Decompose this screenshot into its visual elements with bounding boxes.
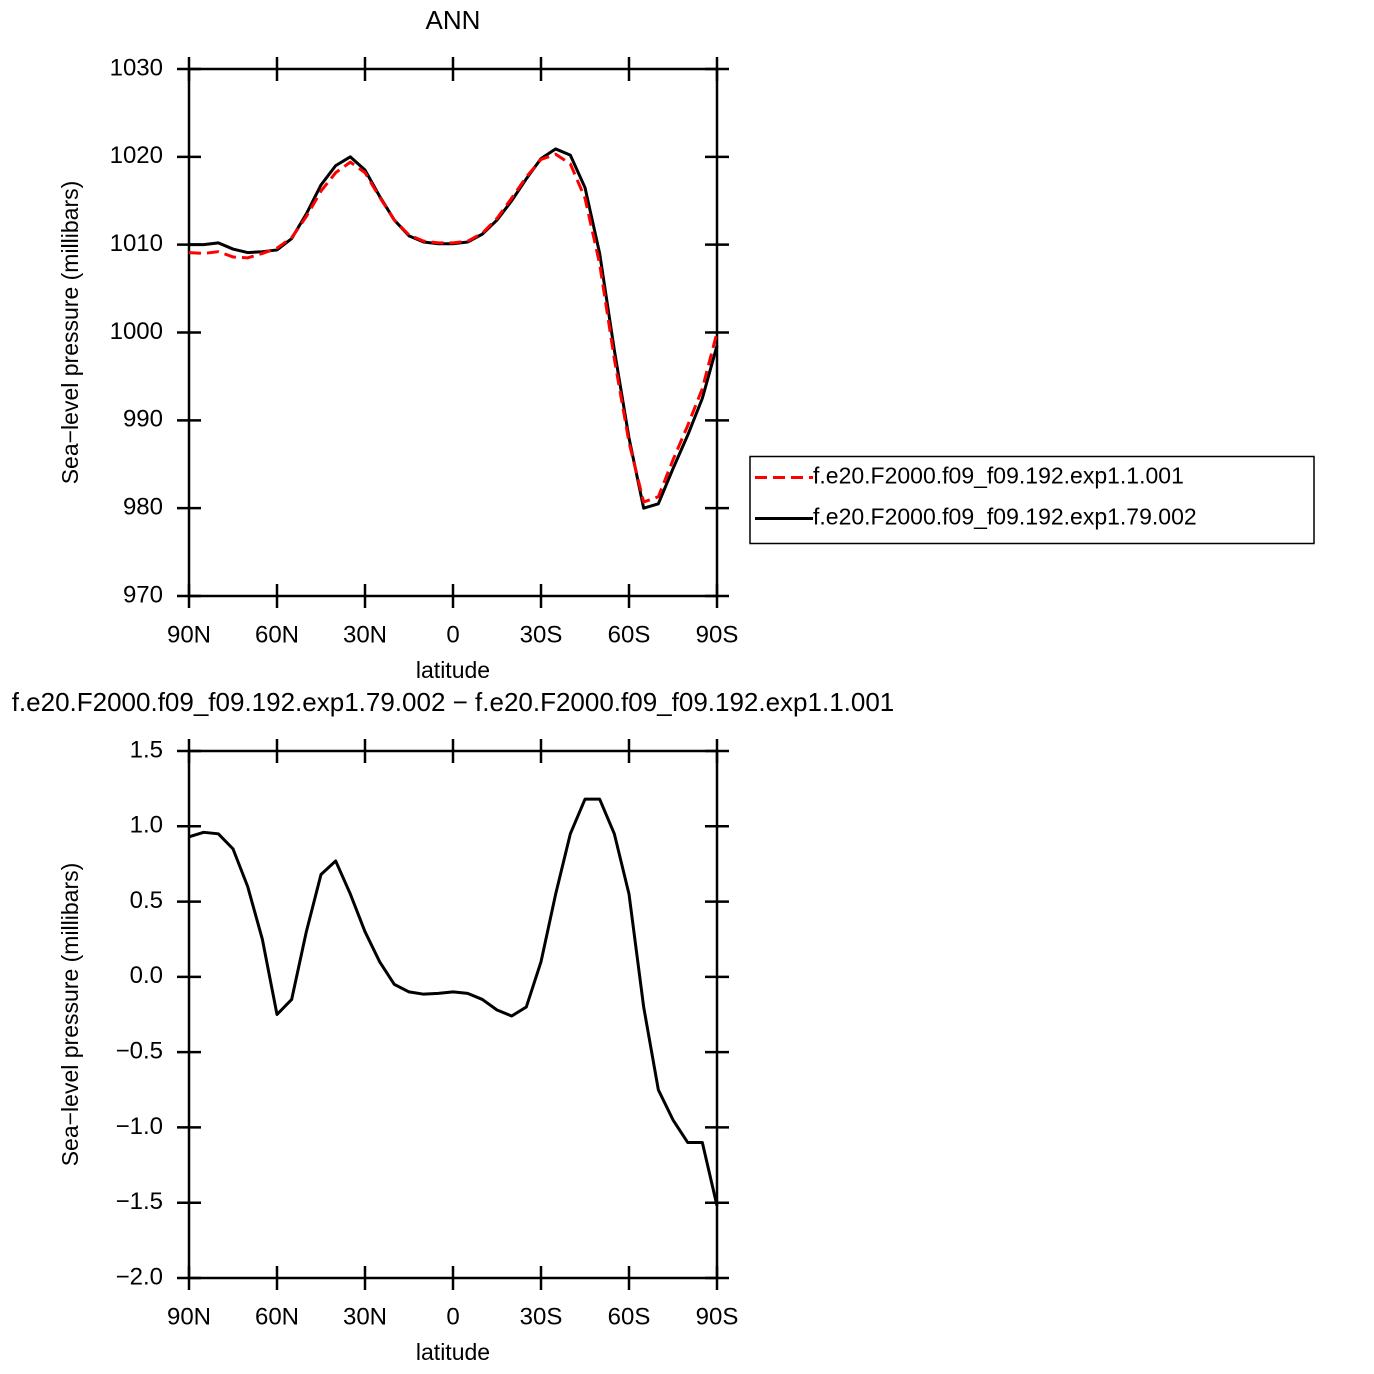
x-tick-label: 60N bbox=[255, 1303, 299, 1330]
y-tick-label: 0.5 bbox=[130, 887, 163, 914]
data-line bbox=[189, 147, 719, 510]
y-tick-label: 1.5 bbox=[130, 736, 163, 763]
x-axis-label: latitude bbox=[416, 1339, 490, 1365]
y-tick-label: 1030 bbox=[110, 54, 163, 81]
y-tick-label: −1.0 bbox=[116, 1113, 163, 1140]
y-axis-label: Sea−level pressure (millibars) bbox=[57, 181, 83, 485]
y-tick-label: 1020 bbox=[110, 142, 163, 169]
y-tick-label: 1010 bbox=[110, 230, 163, 257]
x-axis-label: latitude bbox=[416, 657, 490, 683]
x-tick-label: 60S bbox=[608, 621, 651, 648]
chart-title: ANN bbox=[426, 5, 481, 35]
y-tick-label: 1000 bbox=[110, 318, 163, 345]
y-tick-label: 0.0 bbox=[130, 962, 163, 989]
plot-frame bbox=[187, 749, 719, 1280]
y-tick-label: 980 bbox=[123, 494, 163, 521]
x-tick-label: 90N bbox=[167, 1303, 211, 1330]
x-tick-label: 60N bbox=[255, 621, 299, 648]
y-tick-label: −0.5 bbox=[116, 1037, 163, 1064]
x-tick-label: 30N bbox=[343, 621, 387, 648]
x-tick-label: 90N bbox=[167, 621, 211, 648]
legend-label: f.e20.F2000.f09_f09.192.exp1.1.001 bbox=[813, 463, 1184, 489]
x-tick-label: 0 bbox=[446, 621, 459, 648]
data-line bbox=[188, 797, 719, 1207]
x-tick-label: 90S bbox=[696, 621, 739, 648]
y-tick-label: −1.5 bbox=[116, 1188, 163, 1215]
y-axis-label: Sea−level pressure (millibars) bbox=[57, 863, 83, 1167]
y-tick-label: 990 bbox=[123, 406, 163, 433]
legend-box bbox=[749, 455, 1315, 545]
x-tick-label: 30S bbox=[520, 1303, 563, 1330]
legend-label: f.e20.F2000.f09_f09.192.exp1.79.002 bbox=[813, 504, 1197, 530]
x-tick-label: 30S bbox=[520, 621, 563, 648]
data-line bbox=[188, 152, 719, 504]
plot-frame bbox=[187, 67, 719, 598]
x-tick-label: 30N bbox=[343, 1303, 387, 1330]
y-tick-label: 1.0 bbox=[130, 812, 163, 839]
x-tick-label: 0 bbox=[446, 1303, 459, 1330]
x-tick-label: 60S bbox=[608, 1303, 651, 1330]
chart-title: f.e20.F2000.f09_f09.192.exp1.79.002 − f.… bbox=[12, 687, 895, 717]
x-tick-label: 90S bbox=[696, 1303, 739, 1330]
y-tick-label: −2.0 bbox=[116, 1263, 163, 1290]
y-tick-label: 970 bbox=[123, 581, 163, 608]
